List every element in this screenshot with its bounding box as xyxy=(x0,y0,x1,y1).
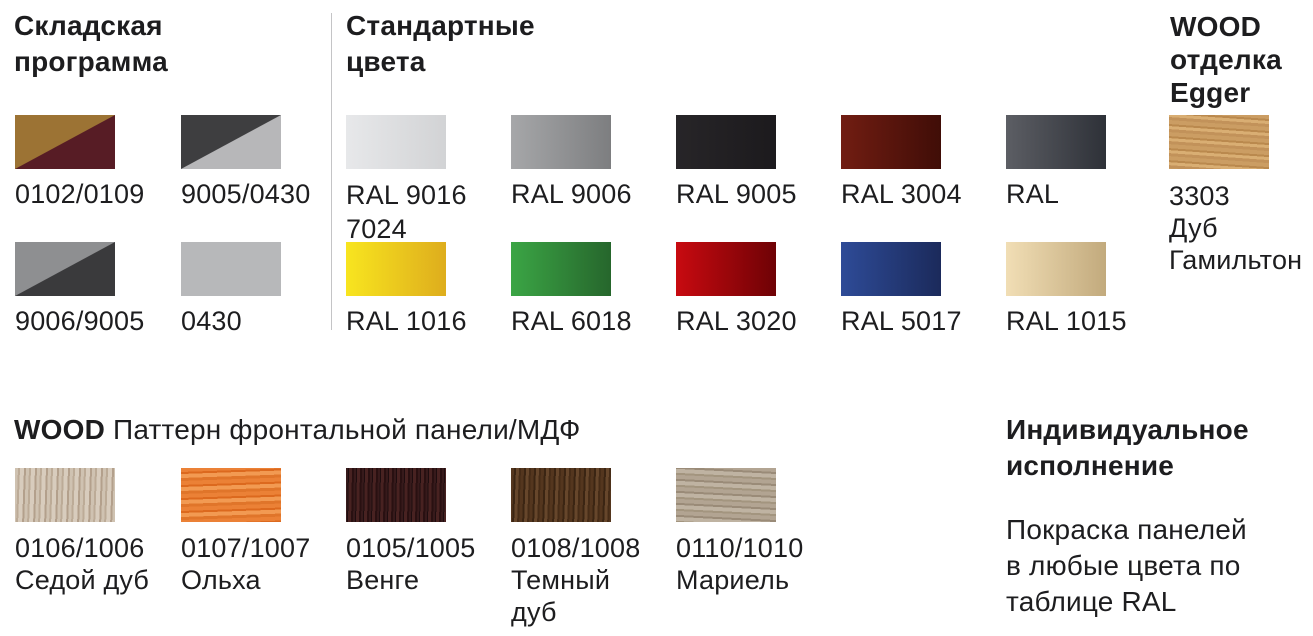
swatch-ral-9016 xyxy=(346,115,446,169)
warehouse-title-line1: Складская xyxy=(14,10,163,41)
custom-body-line2: в любые цвета по xyxy=(1006,550,1241,581)
swatch-ral-9016-label: RAL 9016 7024 xyxy=(346,180,467,244)
swatch-ral-9006-label: RAL 9006 xyxy=(511,179,632,209)
swatch-0107-1007-label: 0107/1007 Ольха xyxy=(181,533,311,595)
section-divider xyxy=(331,13,332,330)
swatch-3303-oak-hamilton xyxy=(1169,115,1269,169)
swatch-9005-0430-label: 9005/0430 xyxy=(181,179,311,209)
swatch-0106-1006-label: 0106/1006 Седой дуб xyxy=(15,533,150,595)
swatch-9005-0430 xyxy=(181,115,281,169)
standard-title-line2: цвета xyxy=(346,46,426,77)
swatch-ral-9006 xyxy=(511,115,611,169)
swatch-ral-9005 xyxy=(676,115,776,169)
swatch-0106-1006 xyxy=(15,468,115,522)
wood-egger-title-line1: WOOD xyxy=(1170,11,1262,42)
swatch-0430-label: 0430 xyxy=(181,306,242,336)
wood-pattern-title-rest: Паттерн фронтальной панели/МДФ xyxy=(105,414,581,445)
swatch-0430 xyxy=(181,242,281,296)
custom-section-title: Индивидуальное исполнение xyxy=(1006,412,1249,484)
swatch-0110-1010-label: 0110/1010 Мариель xyxy=(676,533,804,595)
swatch-ral-9005-label: RAL 9005 xyxy=(676,179,797,209)
swatch-ral-7024 xyxy=(1006,115,1106,169)
wood-egger-title-line3: Egger xyxy=(1170,77,1251,108)
swatch-0107-1007 xyxy=(181,468,281,522)
standard-section-title: Стандартные цвета xyxy=(346,8,535,80)
custom-title-line1: Индивидуальное xyxy=(1006,414,1249,445)
swatch-9006-9005-label: 9006/9005 xyxy=(15,306,145,336)
wood-egger-title-line2: отделка xyxy=(1170,44,1282,75)
swatch-9006-9005 xyxy=(15,242,115,296)
swatch-0102-0109 xyxy=(15,115,115,169)
swatch-ral-5017 xyxy=(841,242,941,296)
swatch-ral-3004 xyxy=(841,115,941,169)
swatch-ral-5017-label: RAL 5017 xyxy=(841,306,962,336)
wood-egger-section-title: WOOD отделка Egger xyxy=(1170,10,1282,109)
swatch-ral-6018 xyxy=(511,242,611,296)
swatch-ral-1016 xyxy=(346,242,446,296)
swatch-ral-1016-label: RAL 1016 xyxy=(346,306,467,336)
swatch-0108-1008 xyxy=(511,468,611,522)
wood-pattern-section-title: WOOD Паттерн фронтальной панели/МДФ xyxy=(14,412,580,448)
swatch-0102-0109-label: 0102/0109 xyxy=(15,179,145,209)
swatch-ral-3020-label: RAL 3020 xyxy=(676,306,797,336)
swatch-ral-1015 xyxy=(1006,242,1106,296)
custom-body-line1: Покраска панелей xyxy=(1006,514,1247,545)
swatch-ral-7024-label: RAL xyxy=(1006,179,1060,209)
swatch-ral-3020 xyxy=(676,242,776,296)
swatch-3303-label: 3303 Дуб Гамильтон xyxy=(1169,181,1303,275)
custom-section-body: Покраска панелей в любые цвета по таблиц… xyxy=(1006,512,1247,620)
warehouse-title-line2: программа xyxy=(14,46,168,77)
swatch-0110-1010 xyxy=(676,468,776,522)
swatch-0105-1005 xyxy=(346,468,446,522)
swatch-ral-3004-label: RAL 3004 xyxy=(841,179,962,209)
swatch-0105-1005-label: 0105/1005 Венге xyxy=(346,533,476,595)
swatch-0108-1008-label: 0108/1008 Темный дуб xyxy=(511,533,641,627)
warehouse-section-title: Складская программа xyxy=(14,8,168,80)
custom-title-line2: исполнение xyxy=(1006,450,1175,481)
swatch-ral-6018-label: RAL 6018 xyxy=(511,306,632,336)
standard-title-line1: Стандартные xyxy=(346,10,535,41)
custom-body-line3: таблице RAL xyxy=(1006,586,1177,617)
wood-pattern-title-bold: WOOD xyxy=(14,414,106,445)
swatch-ral-1015-label: RAL 1015 xyxy=(1006,306,1127,336)
